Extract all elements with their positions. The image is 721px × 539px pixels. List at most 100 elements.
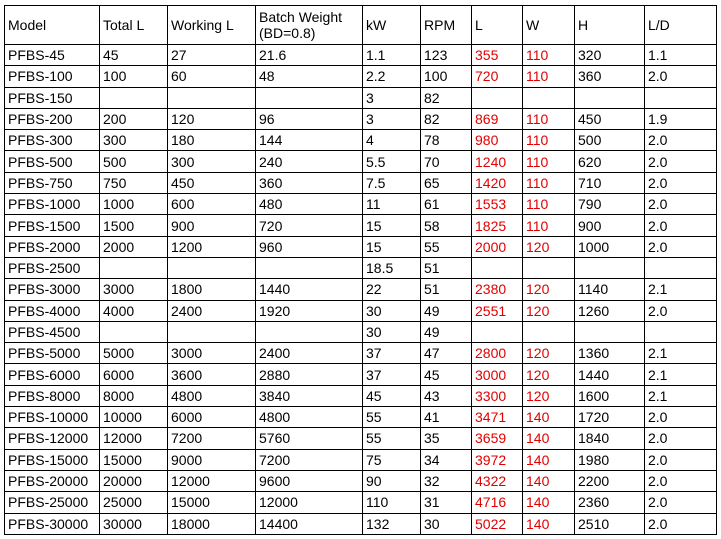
table-cell: 7.5 (362, 171, 421, 195)
table-cell: 2.0 (644, 150, 717, 173)
table-cell: 710 (574, 171, 645, 195)
table-cell: PFBS-20000 (4, 469, 100, 493)
table-cell: 20000 (99, 469, 168, 493)
table-cell: 110 (362, 491, 421, 514)
table-cell: 22 (362, 278, 421, 301)
table-cell: 110 (522, 150, 575, 173)
table-cell: 1800 (167, 278, 256, 301)
table-cell: 9000 (167, 448, 256, 471)
table-cell: 11 (362, 193, 421, 216)
table-cell: 720 (255, 214, 363, 237)
table-cell (644, 320, 717, 344)
table-cell: 61 (420, 193, 472, 216)
table-cell: 1.9 (644, 107, 717, 131)
table-cell: 110 (522, 171, 575, 195)
table-cell: 3 (362, 107, 421, 131)
table-cell: 1420 (471, 171, 523, 195)
table-cell: 2.0 (644, 129, 717, 152)
table-cell: 1500 (99, 214, 168, 237)
table-cell: 450 (167, 171, 256, 195)
table-cell: PFBS-750 (4, 171, 100, 195)
table-cell: 2.0 (644, 427, 717, 450)
table-cell: 4800 (167, 384, 256, 408)
table-cell: 51 (420, 256, 472, 280)
table-cell: 720 (471, 65, 523, 88)
table-cell: 45 (362, 384, 421, 408)
table-cell: 2400 (167, 299, 256, 322)
table-row: PFBS-300 300 180 144 4 78 980 110 500 2.0 (4, 129, 717, 152)
table-cell: 110 (522, 107, 575, 131)
table-cell: 200 (99, 107, 168, 131)
table-cell: 30 (362, 299, 421, 322)
table-cell: PFBS-1500 (4, 214, 100, 237)
table-cell: 2.0 (644, 65, 717, 88)
table-cell (255, 320, 363, 344)
table-cell: 12000 (167, 469, 256, 493)
table-cell: 30 (362, 320, 421, 344)
table-row: PFBS-2500 18.5 51 (4, 256, 717, 280)
table-cell: 120 (522, 342, 575, 365)
table-cell: 96 (255, 107, 363, 131)
table-cell: 45 (420, 363, 472, 386)
table-cell: 14400 (255, 512, 363, 535)
table-cell: 21.6 (255, 43, 363, 67)
table-cell: 2.0 (644, 491, 717, 514)
table-cell: 2.1 (644, 363, 717, 386)
table-cell: 2360 (574, 491, 645, 514)
table-row: PFBS-500 500 300 240 5.5 70 1240 110 620 2.0 (4, 150, 717, 173)
table-cell: 3000 (471, 363, 523, 386)
table-cell: 5022 (471, 512, 523, 535)
table-row: PFBS-4000 4000 2400 1920 30 49 2551 120 1260 2.0 (4, 299, 717, 322)
table-cell: 360 (574, 65, 645, 88)
table-cell: 30000 (99, 512, 168, 535)
table-cell: 2.0 (644, 171, 717, 195)
table-cell: 2800 (471, 342, 523, 365)
table-cell: 980 (471, 129, 523, 152)
table-cell: 3600 (167, 363, 256, 386)
table-row: PFBS-10000 10000 6000 4800 55 41 3471 140 1720 2.… (4, 406, 717, 429)
table-cell: 1000 (574, 235, 645, 258)
table-cell: 750 (99, 171, 168, 195)
table-cell: 15 (362, 235, 421, 258)
table-cell: 3972 (471, 448, 523, 471)
table-cell: PFBS-45 (4, 43, 100, 67)
table-cell (167, 256, 256, 280)
table-cell: 2.0 (644, 469, 717, 493)
table-cell: 15000 (99, 448, 168, 471)
table-cell: 500 (99, 150, 168, 173)
table-cell: PFBS-4000 (4, 299, 100, 322)
table-cell: 12000 (99, 427, 168, 450)
table-cell: 9600 (255, 469, 363, 493)
table-cell: 2380 (471, 278, 523, 301)
table-cell: 240 (255, 150, 363, 173)
table-cell: 82 (420, 86, 472, 109)
table-cell (167, 86, 256, 109)
table-cell: 1600 (574, 384, 645, 408)
table-cell: 450 (574, 107, 645, 131)
table-cell (471, 320, 523, 344)
table-cell: 1200 (167, 235, 256, 258)
table-cell: 300 (99, 129, 168, 152)
table-cell: 7200 (255, 448, 363, 471)
table-cell (522, 320, 575, 344)
column-header: L/D (644, 5, 717, 45)
table-cell: 2.1 (644, 342, 717, 365)
table-cell: PFBS-4500 (4, 320, 100, 344)
column-header: Model (4, 5, 100, 45)
table-row: PFBS-25000 25000 15000 12000 110 31 4716 140 236… (4, 491, 717, 514)
table-cell: 18.5 (362, 256, 421, 280)
table-cell: 140 (522, 406, 575, 429)
table-cell: 3659 (471, 427, 523, 450)
table-cell (644, 86, 717, 109)
table-cell: 78 (420, 129, 472, 152)
table-cell: 12000 (255, 491, 363, 514)
table-cell: 140 (522, 512, 575, 535)
table-cell: 37 (362, 342, 421, 365)
table-cell: 1553 (471, 193, 523, 216)
table-cell: 58 (420, 214, 472, 237)
table-cell: 140 (522, 448, 575, 471)
table-cell (255, 86, 363, 109)
table-cell: 48 (255, 65, 363, 88)
table-cell: PFBS-30000 (4, 512, 100, 535)
table-cell: 100 (420, 65, 472, 88)
